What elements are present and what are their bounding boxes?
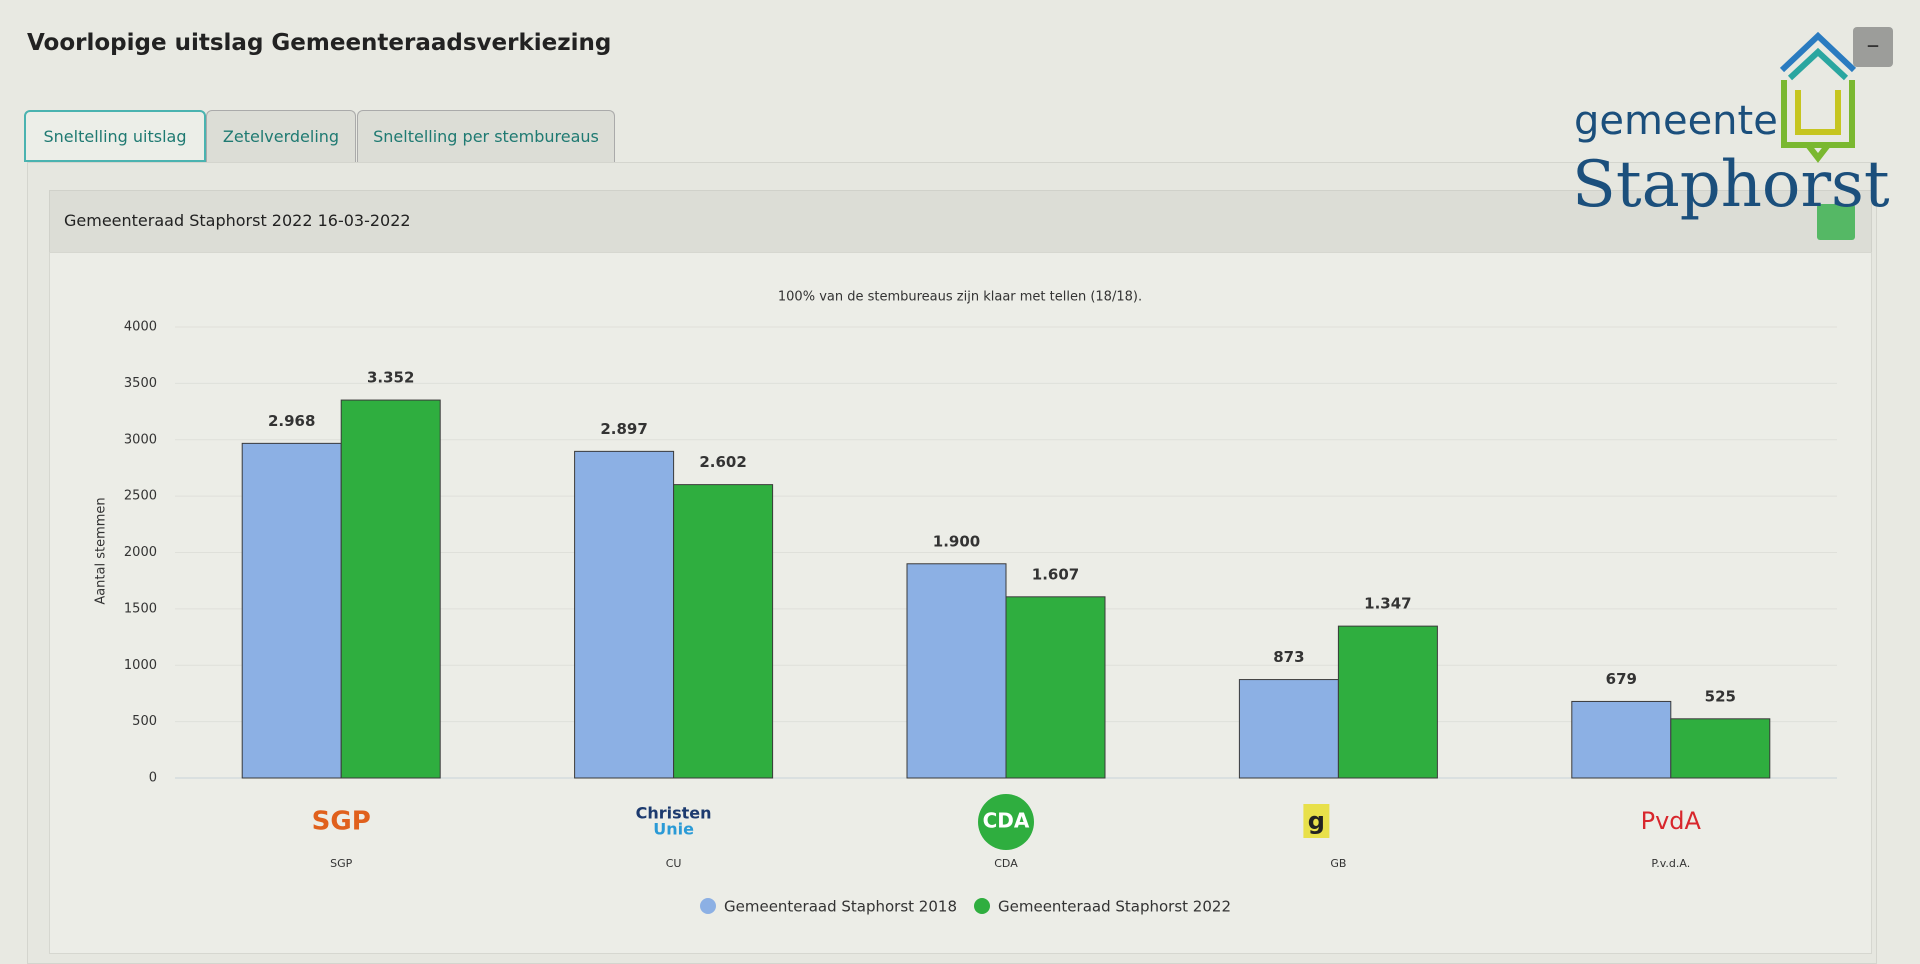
data-label: 873	[1273, 648, 1304, 666]
party-logo-bg	[1303, 804, 1330, 838]
brand-icon	[1779, 31, 1857, 163]
bar	[241, 442, 342, 779]
x-tick-label: SGP	[330, 857, 353, 870]
y-tick-label: 0	[149, 771, 157, 786]
bar	[673, 484, 774, 779]
legend-label: Gemeenteraad Staphorst 2022	[998, 898, 1231, 916]
y-tick-label: 3500	[124, 376, 157, 391]
y-axis-label: Aantal stemmen	[94, 497, 109, 604]
data-label: 1.607	[1032, 565, 1079, 583]
brand-line: gemeente	[1574, 98, 1778, 144]
data-label: 2.897	[600, 420, 647, 438]
party-logo: Unie	[653, 820, 694, 839]
party-logo: SGP	[312, 807, 371, 837]
tab[interactable]: Sneltelling uitslag	[24, 110, 206, 162]
party-logo: g	[1308, 807, 1325, 835]
data-label: 3.352	[367, 369, 414, 387]
y-tick-label: 500	[132, 714, 157, 729]
legend-label: Gemeenteraad Staphorst 2018	[724, 898, 957, 916]
x-tick-label: CU	[666, 857, 682, 870]
y-tick-label: 1000	[124, 658, 157, 673]
y-tick-label: 2500	[124, 489, 157, 504]
bar	[574, 450, 675, 779]
bar	[1005, 596, 1106, 779]
x-tick-label: CDA	[994, 857, 1018, 870]
bar	[1238, 679, 1339, 779]
party-logo-bg	[978, 794, 1034, 850]
x-tick-label: P.v.d.A.	[1651, 857, 1690, 870]
legend-marker	[700, 898, 716, 914]
party-logo: PvdA	[1641, 807, 1702, 835]
chart-subtitle: 100% van de stembureaus zijn klaar met t…	[778, 290, 1142, 305]
data-label: 2.602	[699, 453, 746, 471]
tab[interactable]: Sneltelling per stembureaus	[357, 110, 615, 162]
data-label: 2.968	[268, 412, 315, 430]
data-label: 1.900	[933, 532, 980, 550]
tab[interactable]: Zetelverdeling	[206, 110, 356, 162]
bar	[1337, 625, 1438, 779]
data-label: 525	[1705, 687, 1736, 705]
x-tick-label: GB	[1330, 857, 1346, 870]
y-tick-label: 2000	[124, 545, 157, 560]
brand-name: Staphorst	[1572, 148, 1890, 222]
bar	[906, 563, 1007, 779]
data-label: 1.347	[1364, 595, 1411, 613]
panel-title: Gemeenteraad Staphorst 2022 16-03-2022	[64, 211, 411, 230]
minimize-button[interactable]: –	[1853, 27, 1893, 67]
expand-button[interactable]	[1817, 204, 1855, 240]
y-tick-label: 4000	[124, 320, 157, 335]
party-logo: CDA	[983, 809, 1030, 833]
legend-marker	[974, 898, 990, 914]
data-label: 679	[1606, 670, 1637, 688]
y-tick-label: 1500	[124, 601, 157, 616]
y-tick-label: 3000	[124, 432, 157, 447]
bar	[1670, 718, 1771, 779]
bar	[1571, 700, 1672, 779]
party-logo: Christen	[636, 804, 712, 823]
panel-header	[49, 190, 1872, 254]
page-title: Voorlopige uitslag Gemeenteraadsverkiezi…	[27, 30, 612, 56]
bar	[340, 399, 441, 779]
